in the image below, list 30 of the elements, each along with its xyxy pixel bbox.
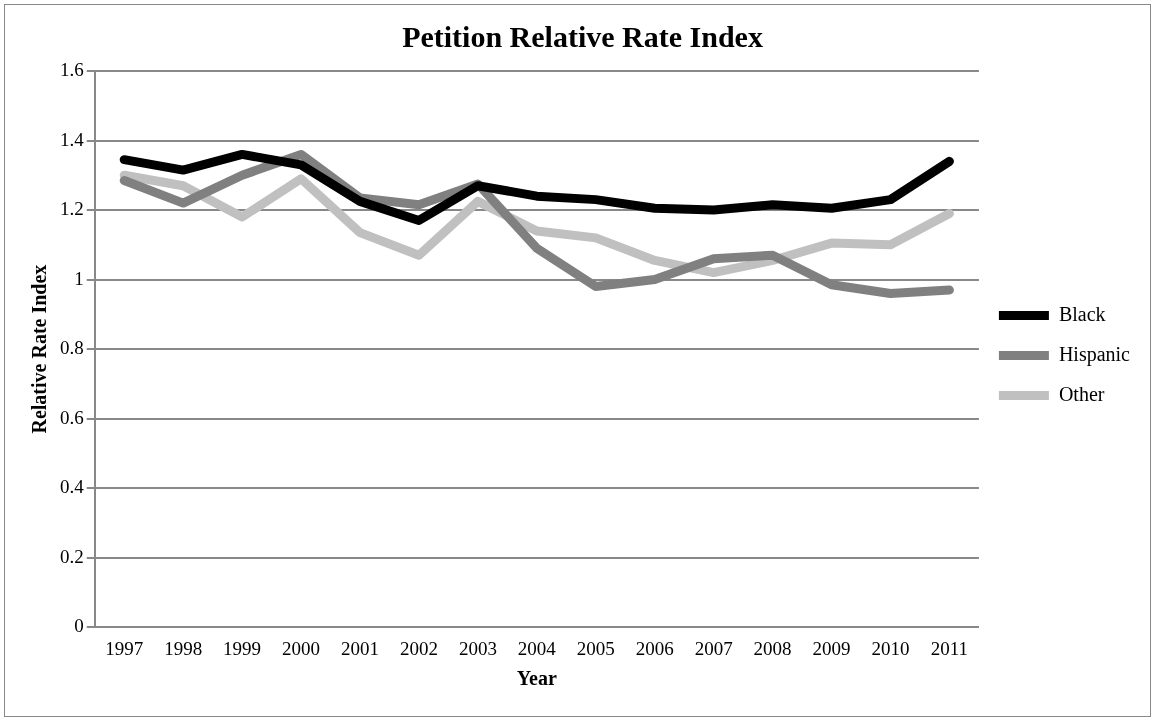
x-tick-label: 2005 (576, 637, 615, 659)
x-tick-label: 2002 (399, 637, 438, 659)
y-tick-label: 0.8 (60, 337, 84, 359)
x-tick-label: 1997 (105, 637, 144, 659)
x-tick-label: 2007 (694, 637, 733, 659)
y-tick-label: 0 (74, 615, 84, 637)
x-tick-label: 2003 (458, 637, 497, 659)
y-tick-label: 0.6 (60, 406, 84, 428)
x-tick-label: 2010 (871, 637, 910, 659)
chart-title: Petition Relative Rate Index (402, 19, 763, 53)
x-tick-label: 1998 (164, 637, 203, 659)
legend-label: Black (1058, 302, 1106, 325)
y-tick-label: 0.2 (60, 545, 84, 567)
x-tick-label: 1999 (223, 637, 262, 659)
legend-label: Other (1058, 382, 1105, 405)
x-axis-title: Year (516, 667, 557, 690)
y-tick-label: 1.4 (60, 128, 85, 150)
y-tick-label: 0.4 (60, 476, 85, 498)
x-tick-label: 2000 (282, 637, 321, 659)
y-tick-label: 1 (74, 267, 84, 289)
y-axis-title: Relative Rate Index (28, 264, 51, 434)
x-tick-label: 2011 (930, 637, 969, 659)
legend-label: Hispanic (1058, 342, 1131, 366)
x-tick-label: 2004 (517, 637, 557, 659)
x-tick-label: 2006 (635, 637, 674, 659)
x-tick-label: 2009 (812, 637, 851, 659)
y-tick-label: 1.6 (60, 58, 84, 80)
y-tick-label: 1.2 (60, 198, 84, 220)
x-tick-label: 2008 (753, 637, 792, 659)
x-tick-label: 2001 (341, 637, 379, 659)
